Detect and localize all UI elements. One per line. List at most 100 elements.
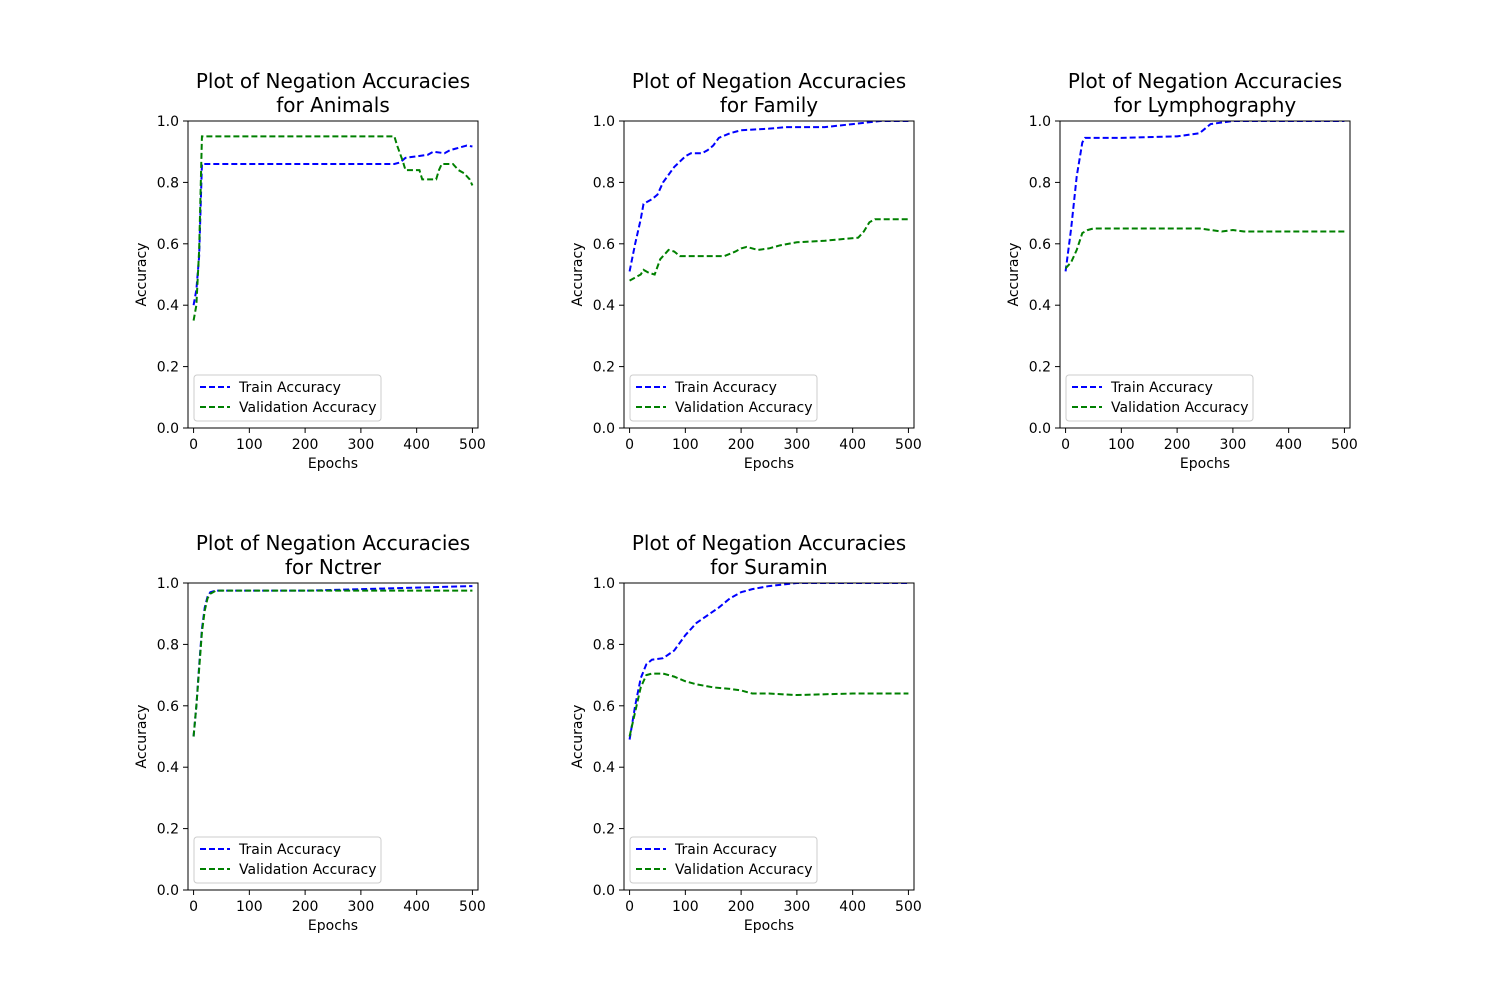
y-tick-label: 1.0 — [593, 576, 615, 592]
validation-accuracy-line — [1064, 227, 1345, 270]
train-accuracy-line — [192, 585, 473, 737]
x-tick-label: 0 — [189, 899, 198, 915]
x-tick-label: 0 — [189, 437, 198, 453]
chart-title-line: Plot of Negation Accuracies — [1068, 69, 1342, 93]
x-tick-label: 500 — [895, 437, 922, 453]
chart-4: Plot of Negation Accuracies for Nctrer 0 10… — [134, 531, 486, 934]
y-tick-label: 0.0 — [593, 421, 615, 437]
legend-validation-label: Validation Accuracy — [675, 400, 813, 416]
x-tick-label: 100 — [672, 899, 699, 915]
train-accuracy-line — [628, 583, 909, 740]
legend-box — [1065, 374, 1254, 422]
chart-title-line: for Lymphography — [1114, 93, 1297, 117]
y-tick-label: 0.6 — [593, 237, 615, 253]
validation-accuracy-line — [629, 218, 909, 282]
y-tick-label: 0.2 — [593, 822, 615, 838]
y-tick-label: 0.2 — [157, 822, 179, 838]
x-tick-label: 300 — [348, 899, 375, 915]
chart-title-line: Plot of Negation Accuracies — [196, 69, 470, 93]
x-tick-label: 300 — [784, 437, 811, 453]
y-tick-label: 0.4 — [1029, 298, 1051, 314]
y-axis-label: Accuracy — [570, 243, 586, 307]
legend-train-label: Train Accuracy — [674, 842, 777, 858]
chart-title-line: Plot of Negation Accuracies — [196, 531, 470, 555]
y-axis-label: Accuracy — [134, 705, 150, 769]
x-tick-label: 200 — [728, 899, 755, 915]
x-tick-label: 0 — [1061, 437, 1070, 453]
legend-train-label: Train Accuracy — [238, 380, 341, 396]
legend-validation-label: Validation Accuracy — [1111, 400, 1249, 416]
chart-1: Plot of Negation Accuracies for Animals 0 1… — [134, 69, 486, 472]
x-axis-label: Epochs — [308, 918, 358, 934]
x-tick-label: 500 — [895, 899, 922, 915]
y-tick-label: 1.0 — [157, 114, 179, 130]
chart-title: Plot of Negation Accuracies for Nctrer — [196, 531, 470, 579]
y-tick-label: 0.8 — [157, 637, 179, 653]
legend: Train Accuracy Validation Accuracy — [1065, 374, 1254, 422]
x-axis-label: Epochs — [308, 456, 358, 472]
chart-title-line: for Suramin — [710, 555, 827, 579]
y-tick-label: 0.8 — [1029, 175, 1051, 191]
chart-title-line: for Family — [720, 93, 818, 117]
legend-validation-label: Validation Accuracy — [239, 862, 377, 878]
legend-validation-label: Validation Accuracy — [239, 400, 377, 416]
y-tick-label: 0.0 — [1029, 421, 1051, 437]
x-tick-label: 100 — [1108, 437, 1135, 453]
y-axis-label: Accuracy — [134, 243, 150, 307]
legend-box — [629, 836, 818, 884]
y-tick-label: 0.2 — [157, 360, 179, 376]
y-tick-label: 0.0 — [157, 883, 179, 899]
y-axis-label: Accuracy — [570, 705, 586, 769]
plot-frame — [187, 120, 479, 429]
y-tick-label: 0.8 — [157, 175, 179, 191]
x-tick-label: 300 — [348, 437, 375, 453]
y-tick-label: 0.6 — [157, 699, 179, 715]
chart-title: Plot of Negation Accuracies for Animals — [196, 69, 470, 117]
x-tick-label: 500 — [1331, 437, 1358, 453]
x-axis-label: Epochs — [744, 456, 794, 472]
validation-accuracy-line — [192, 135, 474, 321]
y-tick-label: 0.4 — [593, 298, 615, 314]
plot-frame — [623, 582, 915, 891]
y-tick-label: 1.0 — [1029, 114, 1051, 130]
validation-accuracy-line — [192, 589, 473, 737]
x-axis-label: Epochs — [744, 918, 794, 934]
x-tick-label: 400 — [839, 899, 866, 915]
x-tick-label: 0 — [625, 437, 634, 453]
chart-title-line: Plot of Negation Accuracies — [632, 531, 906, 555]
y-axis-label: Accuracy — [1006, 243, 1022, 307]
y-tick-label: 0.6 — [1029, 237, 1051, 253]
x-tick-label: 100 — [236, 899, 263, 915]
x-tick-label: 500 — [459, 899, 486, 915]
legend-box — [193, 374, 382, 422]
x-tick-label: 400 — [839, 437, 866, 453]
chart-title-line: for Animals — [276, 93, 390, 117]
chart-title: Plot of Negation Accuracies for Family — [632, 69, 906, 117]
x-tick-label: 200 — [292, 437, 319, 453]
train-accuracy-line — [1064, 121, 1345, 272]
x-tick-label: 300 — [784, 899, 811, 915]
legend-box — [629, 374, 818, 422]
y-tick-label: 0.0 — [593, 883, 615, 899]
y-tick-label: 0.4 — [157, 760, 179, 776]
plot-frame — [1059, 120, 1351, 429]
y-tick-label: 0.4 — [593, 760, 615, 776]
x-tick-label: 400 — [403, 437, 430, 453]
chart-5: Plot of Negation Accuracies for Suramin 0 1… — [570, 531, 922, 934]
chart-3: Plot of Negation Accuracies for Lymphogra… — [1006, 69, 1358, 472]
y-tick-label: 0.6 — [593, 699, 615, 715]
chart-2: Plot of Negation Accuracies for Family 0 10… — [570, 69, 922, 472]
train-accuracy-line — [192, 144, 473, 306]
x-tick-label: 100 — [672, 437, 699, 453]
chart-title-line: Plot of Negation Accuracies — [632, 69, 906, 93]
legend-train-label: Train Accuracy — [674, 380, 777, 396]
y-tick-label: 0.6 — [157, 237, 179, 253]
legend: Train Accuracy Validation Accuracy — [193, 374, 382, 422]
x-axis-label: Epochs — [1180, 456, 1230, 472]
x-tick-label: 0 — [625, 899, 634, 915]
legend-train-label: Train Accuracy — [1110, 380, 1213, 396]
y-tick-label: 0.0 — [157, 421, 179, 437]
plot-frame — [623, 120, 915, 429]
x-tick-label: 100 — [236, 437, 263, 453]
